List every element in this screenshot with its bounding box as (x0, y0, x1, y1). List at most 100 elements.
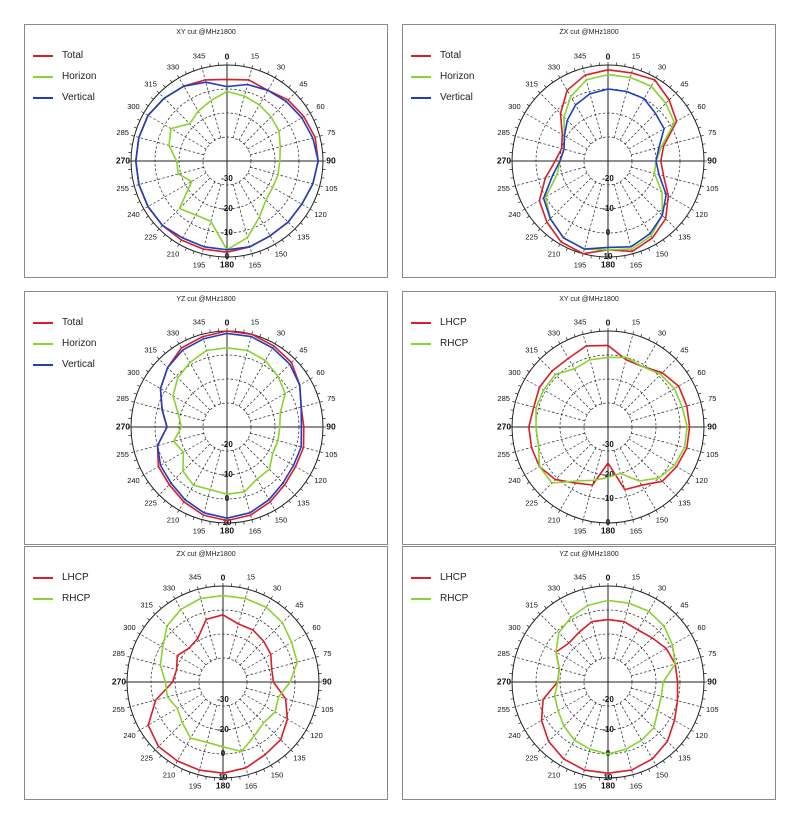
ring-tick (544, 500, 547, 504)
angle-tick-label: 120 (695, 476, 708, 485)
angle-tick-label: 75 (327, 128, 335, 137)
ring-tick (662, 239, 666, 243)
ring-tick (624, 776, 626, 780)
ring-tick (141, 377, 145, 380)
angle-tick-label: 345 (574, 52, 587, 61)
ring-tick (565, 337, 568, 341)
radial-tick-label: 10 (604, 773, 613, 782)
ring-tick (640, 772, 643, 776)
grid-spoke (243, 177, 296, 230)
grid-spoke (539, 92, 592, 145)
angle-tick-label: 210 (548, 516, 561, 525)
grid-spoke (515, 656, 585, 677)
ring-tick (247, 586, 249, 590)
angle-tick-label: 75 (708, 128, 716, 137)
ring-tick (582, 65, 584, 69)
ring-tick (510, 177, 514, 179)
grid-spoke (631, 135, 701, 156)
ring-tick (590, 63, 592, 67)
ring-tick (700, 656, 704, 658)
ring-tick (514, 459, 518, 462)
ring-tick (648, 71, 651, 75)
grid-spoke (143, 112, 207, 150)
chart-panel-zx-cut-cp: ZX cut @MHz1800 LHCP RHCP 0 15 30 45 60 75 90 1… (24, 546, 388, 800)
angle-tick-label: 270 (116, 155, 130, 165)
angle-tick-label: 45 (295, 601, 303, 610)
ring-tick (510, 664, 514, 666)
ring-tick (156, 356, 160, 360)
ring-tick (209, 255, 211, 259)
ring-tick (165, 600, 169, 604)
ring-tick (558, 764, 561, 768)
ring-tick (274, 75, 277, 79)
ring-tick (288, 350, 291, 354)
polar-plot: 0 15 30 45 60 75 90 105 120 135 150 165 180 195 210 225… (116, 51, 338, 269)
ring-tick (201, 253, 203, 257)
angle-tick-label: 180 (601, 780, 615, 790)
legend-swatch (411, 321, 431, 324)
angle-tick-label: 240 (127, 210, 140, 219)
ring-tick (573, 772, 576, 776)
chart-title: YZ cut @MHz1800 (176, 296, 236, 303)
radial-tick-label: 10 (604, 252, 613, 261)
ring-tick (512, 451, 516, 453)
grid-spoke (559, 598, 597, 662)
ring-tick (681, 488, 685, 491)
angle-tick-label: 90 (326, 155, 336, 165)
legend-swatch (411, 342, 431, 345)
chart-legend: Total Horizon Vertical (33, 45, 96, 108)
ring-tick (133, 193, 137, 196)
polar-plot: 0 15 30 45 60 75 90 105 120 135 150 165 180 195 210 225… (116, 317, 338, 535)
ring-tick (640, 588, 643, 592)
ring-tick (573, 588, 576, 592)
ring-tick (184, 337, 187, 341)
ring-tick (309, 377, 313, 380)
ring-tick (251, 65, 253, 69)
angle-tick-label: 135 (293, 753, 306, 762)
ring-tick (544, 234, 547, 238)
ring-tick (700, 135, 704, 137)
grid-spoke (197, 705, 218, 775)
grid-spoke (631, 656, 701, 677)
angle-tick-label: 165 (630, 260, 643, 269)
legend-item: LHCP (33, 567, 90, 588)
ring-tick (669, 234, 672, 238)
angle-tick-label: 120 (314, 476, 327, 485)
ring-tick (180, 592, 183, 596)
radial-tick-label: -20 (221, 440, 233, 449)
ring-tick (301, 736, 305, 740)
legend-item: LHCP (411, 567, 468, 588)
grid-spoke (178, 77, 216, 141)
ring-tick (156, 90, 160, 94)
ring-tick (690, 632, 694, 635)
ring-tick (681, 222, 685, 225)
ring-tick (152, 611, 156, 615)
ring-tick (662, 79, 666, 83)
ring-tick (205, 584, 207, 588)
ring-tick (274, 341, 277, 345)
legend-swatch (33, 342, 53, 345)
angle-tick-label: 300 (508, 102, 521, 111)
ring-tick (319, 451, 323, 453)
angle-tick-label: 75 (323, 649, 331, 658)
angle-tick-label: 165 (630, 781, 643, 790)
ring-tick (558, 243, 561, 247)
ring-tick (197, 774, 199, 778)
ring-tick (305, 481, 309, 485)
angle-tick-label: 210 (163, 771, 176, 780)
angle-tick-label: 300 (127, 102, 140, 111)
ring-tick (702, 143, 706, 145)
ring-tick (177, 75, 180, 79)
grid-spoke (250, 432, 320, 453)
ring-tick (518, 639, 522, 642)
ring-tick (173, 596, 176, 600)
ring-tick (281, 79, 285, 83)
ring-tick (259, 251, 262, 255)
ring-tick (537, 356, 541, 360)
ring-tick (565, 71, 568, 75)
ring-tick (192, 517, 195, 521)
angle-tick-label: 225 (144, 498, 157, 507)
angle-tick-label: 255 (112, 705, 125, 714)
angle-tick-label: 105 (706, 184, 719, 193)
ring-tick (512, 135, 516, 137)
